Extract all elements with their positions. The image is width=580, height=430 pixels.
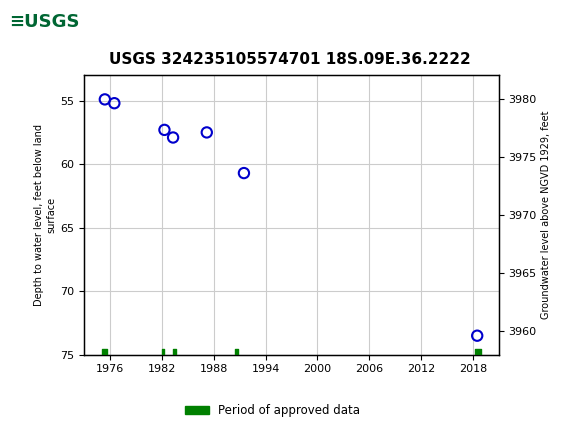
Point — [160, 126, 169, 133]
Point — [110, 100, 119, 107]
Legend: Period of approved data: Period of approved data — [180, 399, 365, 422]
Text: USGS 324235105574701 18S.09E.36.2222: USGS 324235105574701 18S.09E.36.2222 — [109, 52, 471, 68]
Point — [202, 129, 212, 136]
Y-axis label: Depth to water level, feet below land
surface: Depth to water level, feet below land su… — [34, 124, 56, 306]
Point — [473, 332, 482, 339]
FancyBboxPatch shape — [6, 3, 81, 42]
Point — [168, 134, 177, 141]
Point — [240, 170, 249, 177]
Point — [100, 96, 110, 103]
Y-axis label: Groundwater level above NGVD 1929, feet: Groundwater level above NGVD 1929, feet — [541, 111, 551, 319]
Text: ≡USGS: ≡USGS — [9, 12, 79, 31]
